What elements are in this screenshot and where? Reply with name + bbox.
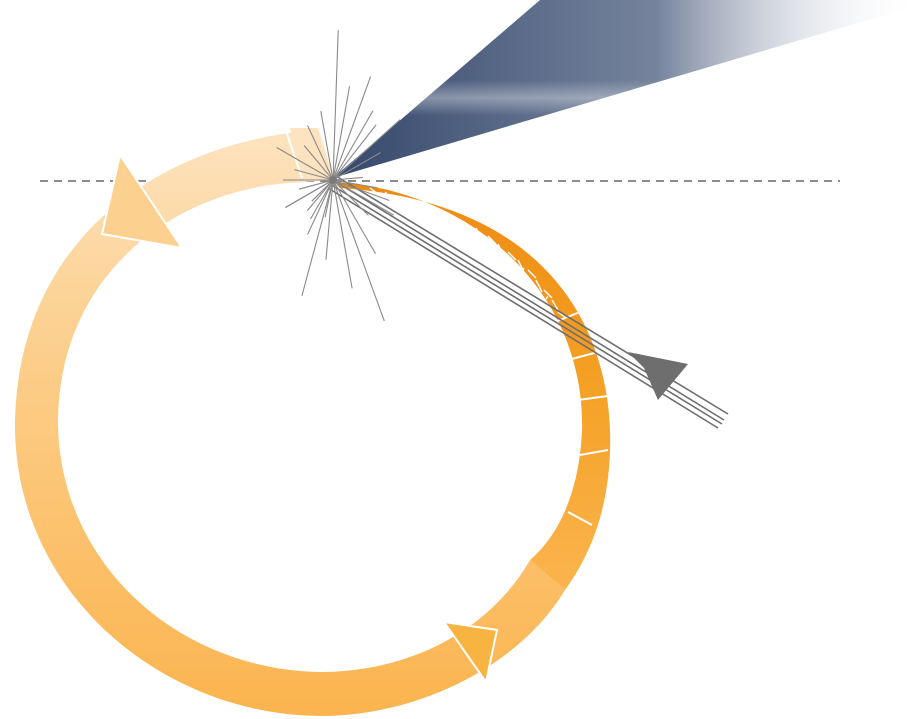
spark-ray [332, 176, 363, 181]
spark-ray [332, 110, 374, 181]
spark-ray [332, 86, 351, 181]
spark-ray [332, 76, 372, 181]
spark-ray [332, 179, 394, 216]
ring-right-segment [335, 182, 611, 590]
spark-ray [306, 179, 334, 211]
incoming-beam-arrow-icon [628, 352, 688, 400]
spark-ray [332, 30, 339, 181]
ring-segment-dividers [284, 127, 609, 526]
spark-ray [320, 111, 334, 181]
spark-ray [307, 179, 334, 235]
spark-ray [307, 125, 334, 181]
spark-ray [332, 179, 378, 189]
spark-ray [299, 179, 334, 190]
incoming-beam [327, 175, 729, 429]
spark-ray [325, 179, 334, 260]
spark-ray [332, 179, 376, 254]
spark-ray [332, 119, 401, 181]
ring-arrow-bottom-icon [441, 620, 499, 685]
spark-ray [332, 179, 353, 289]
spark-burst-icon [276, 30, 401, 322]
spark-ray [294, 169, 334, 181]
ring-arrow-top-left-icon [100, 152, 185, 250]
spark-ray [285, 179, 334, 208]
ring-beam-crossing-texture [369, 187, 567, 319]
spark-ray [332, 179, 390, 202]
interaction-point [329, 176, 337, 184]
spark-ray [276, 147, 334, 181]
spark-ray [332, 179, 385, 322]
spark-ray [310, 179, 334, 220]
radiation-beam-cone [333, 0, 922, 178]
spark-ray [332, 152, 381, 181]
spark-ray [332, 124, 377, 181]
spark-ray [301, 179, 334, 297]
spark-ray [332, 179, 369, 216]
spark-ray [303, 145, 334, 181]
